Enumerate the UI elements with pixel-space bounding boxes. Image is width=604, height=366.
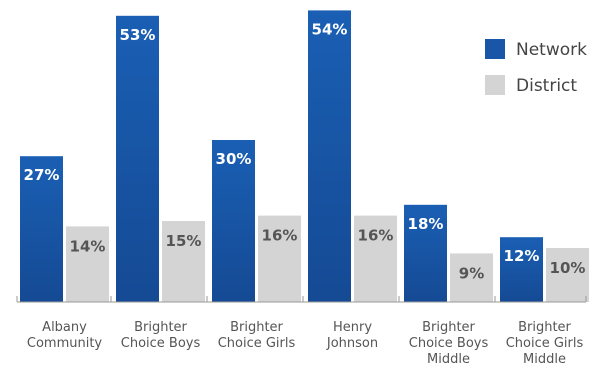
network-bar <box>500 237 543 302</box>
network-value-label: 53% <box>120 26 156 44</box>
district-bar <box>450 253 493 302</box>
district-bar <box>162 221 205 302</box>
legend-label-district: District <box>516 76 577 96</box>
district-value-label: 9% <box>459 264 484 282</box>
category-label: Brighter Choice Girls <box>218 320 296 351</box>
district-value-label: 14% <box>70 237 106 255</box>
network-value-label: 12% <box>504 247 540 265</box>
category-label: Brighter Choice Boys <box>121 320 201 351</box>
network-value-label: 18% <box>408 215 444 233</box>
district-value-label: 15% <box>166 232 202 250</box>
legend-label-network: Network <box>516 40 587 60</box>
legend-swatch-district <box>485 75 505 95</box>
district-bar <box>258 215 301 302</box>
category-label: Henry Johnson <box>326 320 378 351</box>
network-bar <box>20 156 63 302</box>
district-value-label: 10% <box>550 259 586 277</box>
district-value-label: 16% <box>262 227 298 245</box>
category-label: Brighter Choice Girls Middle <box>506 320 584 366</box>
network-value-label: 27% <box>24 166 60 184</box>
legend: Network District <box>485 39 587 96</box>
district-bar <box>354 215 397 302</box>
network-value-label: 54% <box>312 20 348 38</box>
district-bar <box>66 226 109 302</box>
network-value-label: 30% <box>216 150 252 168</box>
network-bar <box>404 204 447 302</box>
category-label: Brighter Choice Boys Middle <box>409 320 489 366</box>
district-bar <box>546 248 589 302</box>
district-value-label: 16% <box>358 227 394 245</box>
category-label: Albany Community <box>27 320 103 351</box>
network-bar <box>212 140 255 302</box>
network-bar <box>308 10 351 303</box>
x-axis <box>16 296 587 303</box>
network-bar <box>116 15 159 303</box>
bars-layer: 27% 53% 30% 54% 18% 12% 14% 15% 16% 16% 9% 10% <box>20 10 589 303</box>
category-labels: Albany Community Brighter Choice Boys Bright… <box>27 320 584 366</box>
legend-swatch-network <box>485 39 505 59</box>
